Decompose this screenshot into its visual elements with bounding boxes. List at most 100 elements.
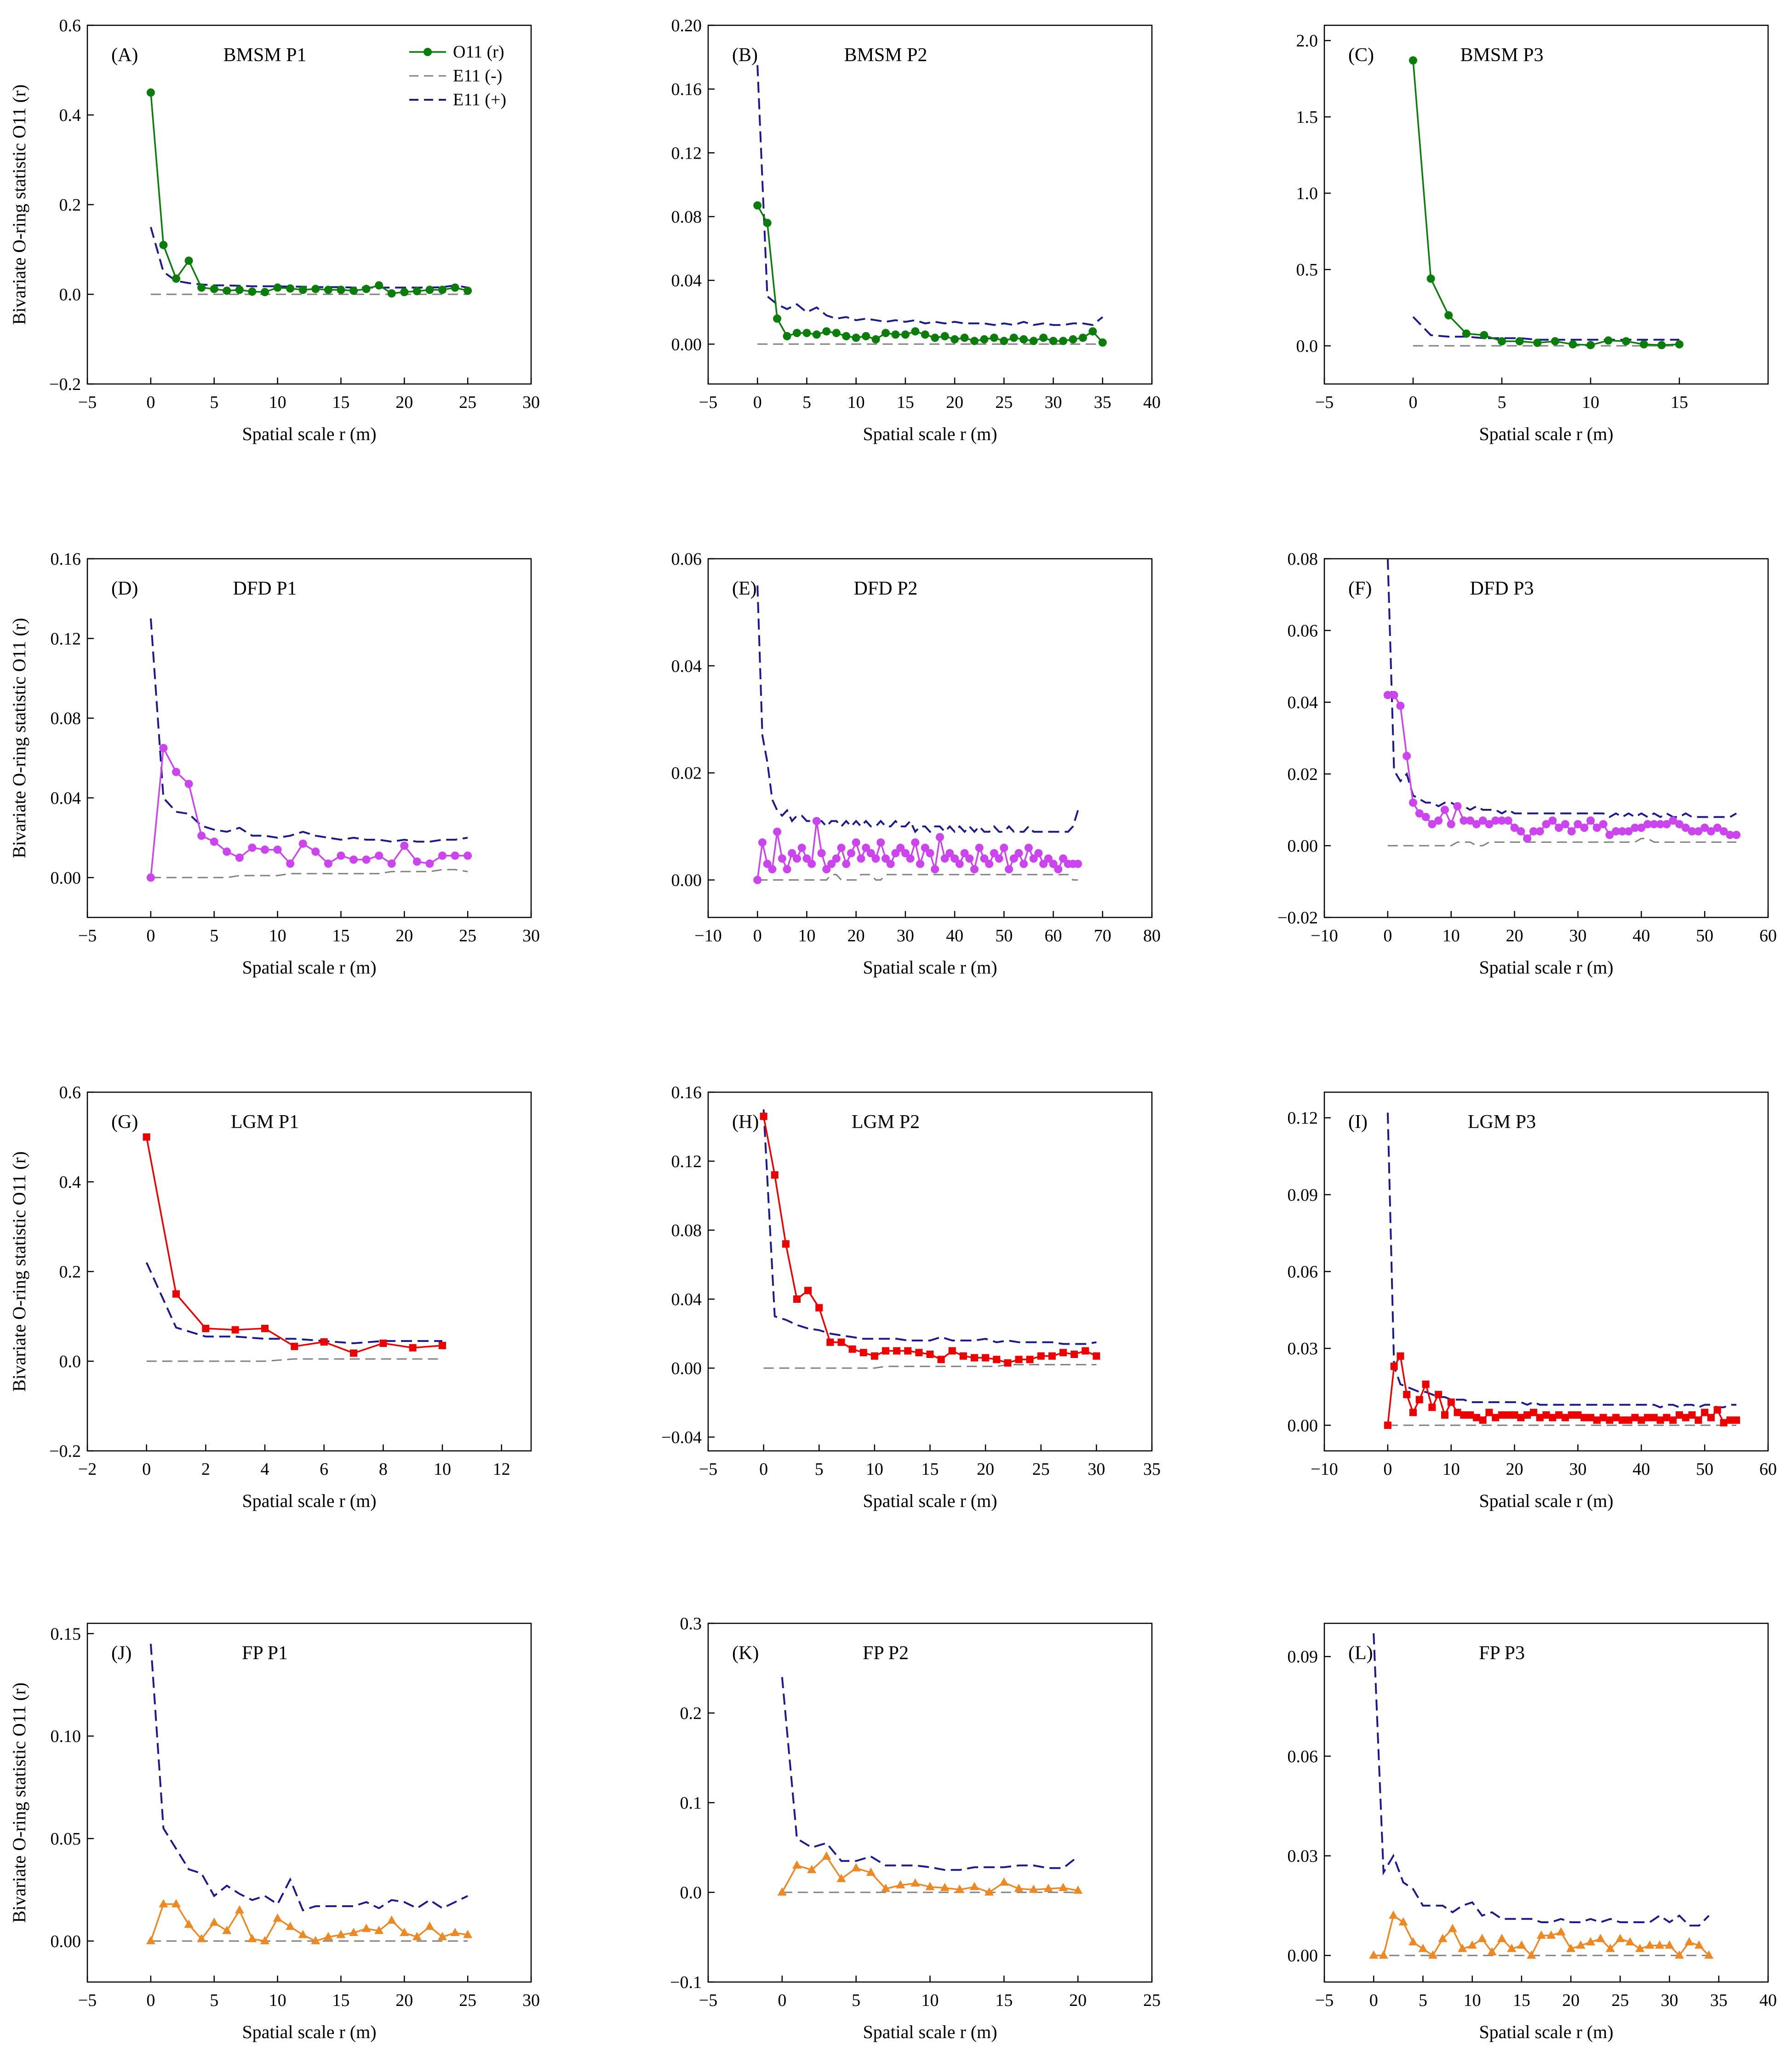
o11-point — [412, 1931, 422, 1940]
panel-label: (A) — [111, 45, 138, 66]
x-tick-label: 30 — [522, 926, 540, 945]
o11-point — [1618, 1416, 1626, 1424]
o11-point — [1587, 1414, 1594, 1421]
o11-point — [990, 849, 998, 858]
o11-point — [1009, 333, 1018, 342]
x-tick-label: 60 — [1759, 926, 1777, 945]
chart-panel-a: −5 0 5 10 15 20 25 30 −0.2 0.0 0.2 0.4 0.6 Spatial sc… — [9, 16, 540, 444]
x-tick-label: 30 — [1569, 1460, 1586, 1479]
chart-panel-l: −5 0 5 10 15 20 25 30 35 40 0.00 0.03 0.06 0.09 Spatia… — [1288, 1622, 1777, 2042]
y-tick-label: 0.06 — [1288, 1747, 1318, 1766]
o11-point — [350, 1349, 357, 1357]
o11-point — [891, 330, 900, 339]
x-tick-label: 12 — [493, 1460, 510, 1479]
o11-point — [1695, 1416, 1702, 1424]
o11-point — [881, 1884, 890, 1892]
o11-point — [209, 1917, 219, 1926]
o11-point — [793, 329, 801, 338]
y-tick-label: 0.0 — [1296, 337, 1318, 356]
y-tick-label: 0.03 — [1288, 1847, 1318, 1866]
o11-point — [1681, 824, 1690, 832]
o11-line — [150, 92, 468, 294]
o11-point — [1379, 1950, 1388, 1959]
o11-point — [1485, 820, 1494, 829]
y-tick-label: 0.06 — [1288, 1262, 1318, 1282]
o11-point — [387, 289, 396, 298]
o11-point — [273, 845, 282, 854]
plot-frame — [86, 1622, 532, 1983]
o11-point — [1625, 1416, 1632, 1424]
o11-point — [197, 831, 206, 840]
o11-point — [882, 1347, 889, 1355]
o11-point — [1665, 1940, 1674, 1949]
o11-point — [450, 1928, 460, 1936]
o11-point — [1637, 1416, 1645, 1424]
o11-point — [1622, 337, 1631, 346]
x-tick-label: 5 — [815, 1460, 824, 1479]
o11-point — [965, 854, 974, 863]
o11-point — [773, 827, 782, 836]
o11-point — [1535, 827, 1544, 836]
x-tick-label: 0 — [1383, 926, 1392, 945]
o11-point — [464, 286, 472, 295]
o11-point — [1000, 843, 1008, 852]
o11-point — [1403, 752, 1411, 760]
plot-frame — [707, 24, 1153, 385]
o11-point — [1615, 1934, 1625, 1942]
o11-point — [1438, 1934, 1448, 1942]
x-tick-label: 80 — [1143, 926, 1161, 945]
o11-point — [324, 859, 332, 868]
y-tick-label: 0.00 — [1288, 836, 1318, 856]
o11-point — [362, 285, 371, 293]
x-tick-label: 50 — [1696, 926, 1713, 945]
o11-point — [1561, 1414, 1569, 1421]
o11-point — [1421, 813, 1430, 821]
o11-point — [1015, 1356, 1023, 1364]
o11-point — [159, 1899, 168, 1908]
o11-point — [931, 333, 939, 342]
o11-point — [1390, 691, 1398, 699]
y-tick-label: 0.02 — [1288, 765, 1318, 784]
o11-point — [911, 327, 920, 336]
o11-line — [145, 1137, 443, 1354]
o11-point — [184, 779, 193, 788]
o11-point — [1675, 1950, 1684, 1959]
o11-point — [311, 848, 320, 856]
x-tick-label: 30 — [1661, 1991, 1678, 2010]
o11-point — [901, 849, 910, 858]
o11-point — [971, 1354, 978, 1362]
o11-point — [1662, 820, 1671, 829]
panel-label: (J) — [111, 1643, 132, 1664]
o11-point — [1462, 329, 1471, 338]
o11-point — [1555, 824, 1563, 832]
y-tick-label: −0.04 — [661, 1428, 702, 1447]
o11-point — [1409, 1409, 1417, 1416]
o11-point — [1732, 831, 1741, 839]
x-tick-label: −10 — [1311, 1460, 1338, 1479]
o11-point — [1510, 824, 1519, 832]
o11-point — [1019, 859, 1028, 868]
o11-point — [1580, 1414, 1588, 1421]
x-tick-label: 15 — [332, 1991, 349, 2010]
o11-point — [1441, 1411, 1448, 1419]
o11-point — [1580, 824, 1589, 832]
x-tick-label: −5 — [699, 1460, 717, 1479]
e11-upper-line — [1373, 1633, 1710, 1927]
x-tick-label: −5 — [1315, 393, 1334, 412]
o11-point — [1517, 827, 1525, 836]
o11-point — [1669, 816, 1677, 825]
y-tick-label: 0.00 — [671, 335, 702, 354]
o11-point — [1536, 1930, 1546, 1939]
o11-point — [375, 281, 384, 290]
o11-point — [1566, 1943, 1576, 1952]
plot-frame — [1323, 24, 1769, 385]
x-tick-label: 10 — [798, 926, 815, 945]
y-tick-label: 0.16 — [671, 80, 702, 99]
o11-point — [1511, 1411, 1518, 1419]
x-tick-label: 15 — [922, 1460, 939, 1479]
e11-lower-line — [763, 1364, 1097, 1369]
o11-point — [463, 1930, 473, 1938]
y-tick-label: 0.3 — [680, 1614, 702, 1633]
o11-point — [1498, 337, 1506, 346]
o11-point — [1700, 824, 1709, 832]
